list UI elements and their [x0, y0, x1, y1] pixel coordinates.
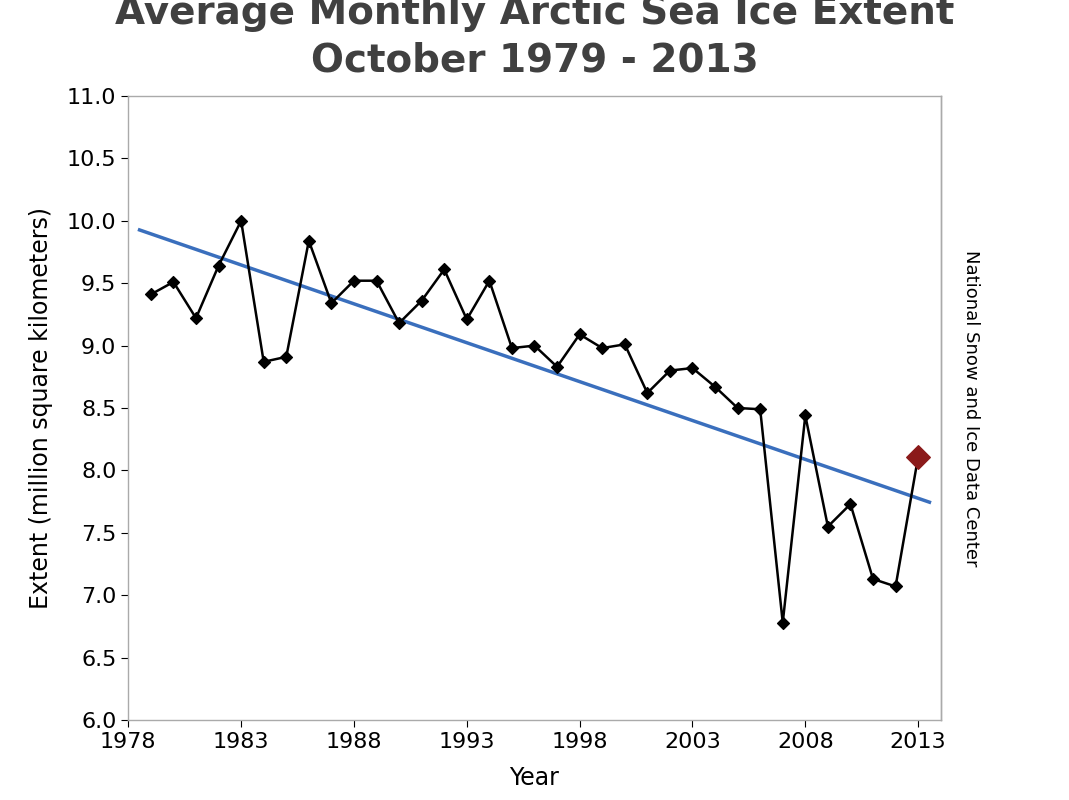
Point — [548, 361, 566, 374]
Point — [639, 386, 656, 399]
Title: Average Monthly Arctic Sea Ice Extent
October 1979 - 2013: Average Monthly Arctic Sea Ice Extent Oc… — [114, 0, 955, 79]
Point — [503, 342, 521, 354]
Point — [526, 339, 543, 352]
Point — [593, 342, 610, 354]
Point — [345, 274, 362, 287]
X-axis label: Year: Year — [510, 766, 559, 790]
Point — [165, 275, 182, 288]
Point — [210, 259, 227, 272]
Point — [707, 380, 724, 393]
Point — [142, 288, 159, 301]
Point — [300, 234, 317, 247]
Point — [774, 616, 791, 629]
Point — [865, 573, 882, 586]
Point — [436, 263, 453, 276]
Point — [459, 313, 476, 326]
Point — [233, 214, 250, 227]
Point — [323, 297, 340, 310]
Point — [887, 580, 904, 593]
Point — [842, 498, 859, 510]
Point — [819, 520, 836, 533]
Y-axis label: Extent (million square kilometers): Extent (million square kilometers) — [29, 207, 53, 609]
Y-axis label: National Snow and Ice Data Center: National Snow and Ice Data Center — [961, 250, 979, 566]
Point — [662, 364, 679, 377]
Point — [413, 294, 430, 307]
Point — [481, 274, 498, 287]
Point — [684, 362, 701, 374]
Point — [752, 403, 769, 416]
Point — [616, 338, 633, 350]
Point — [255, 355, 273, 368]
Point — [278, 350, 295, 363]
Point — [390, 317, 407, 330]
Point — [910, 450, 927, 463]
Point — [796, 409, 814, 422]
Point — [187, 312, 204, 325]
Point — [729, 402, 746, 414]
Point — [571, 328, 588, 341]
Point — [368, 274, 385, 287]
